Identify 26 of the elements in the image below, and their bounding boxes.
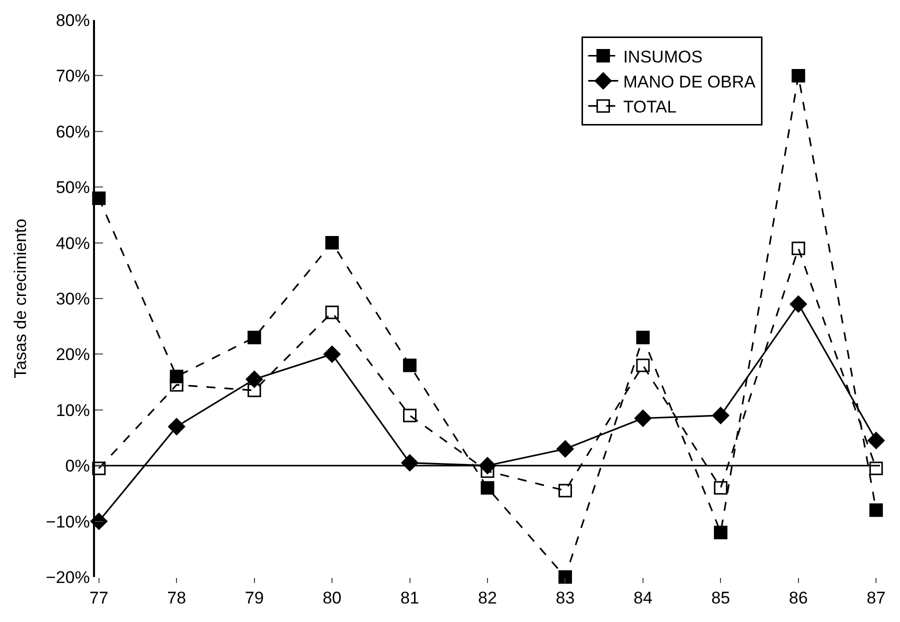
y-tick-label: 70% bbox=[56, 66, 90, 86]
legend-label: MANO DE OBRA bbox=[623, 72, 756, 92]
x-tick-label: 83 bbox=[556, 588, 575, 608]
y-tick-label: 30% bbox=[56, 289, 90, 308]
x-tick-label: 78 bbox=[167, 588, 186, 608]
x-tick-label: 79 bbox=[244, 588, 264, 608]
x-tick-label: 82 bbox=[478, 588, 497, 608]
legend-label: TOTAL bbox=[623, 98, 676, 117]
y-tick-label: 40% bbox=[56, 234, 90, 253]
x-tick-label: 84 bbox=[633, 588, 652, 608]
x-tick-label: 87 bbox=[866, 588, 886, 608]
x-tick-label: 86 bbox=[788, 588, 808, 608]
x-tick-label: 85 bbox=[711, 588, 730, 608]
y-tick-label: −20% bbox=[46, 568, 90, 587]
y-tick-label: 60% bbox=[56, 122, 90, 142]
x-tick-label: 80 bbox=[322, 588, 342, 608]
y-tick-label: 0% bbox=[65, 456, 90, 476]
x-tick-label: 77 bbox=[89, 588, 108, 608]
x-tick-label: 81 bbox=[400, 588, 420, 608]
y-tick-label: 10% bbox=[56, 400, 90, 420]
y-tick-label: 80% bbox=[56, 10, 90, 30]
legend-label: INSUMOS bbox=[623, 47, 703, 66]
y-tick-label: 20% bbox=[56, 345, 90, 364]
y-axis-title: Tasas de crecimiento bbox=[10, 218, 30, 378]
y-tick-label: −10% bbox=[46, 512, 90, 532]
y-tick-label: 50% bbox=[56, 178, 90, 198]
